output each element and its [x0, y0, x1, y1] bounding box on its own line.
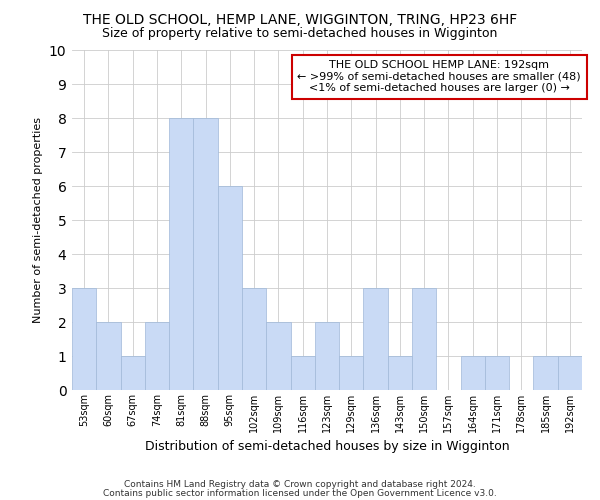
Text: THE OLD SCHOOL HEMP LANE: 192sqm
← >99% of semi-detached houses are smaller (48): THE OLD SCHOOL HEMP LANE: 192sqm ← >99% … — [298, 60, 581, 94]
Text: Contains public sector information licensed under the Open Government Licence v3: Contains public sector information licen… — [103, 489, 497, 498]
Bar — [96, 322, 121, 390]
Y-axis label: Number of semi-detached properties: Number of semi-detached properties — [33, 117, 43, 323]
Bar — [558, 356, 582, 390]
Bar — [193, 118, 218, 390]
Bar — [145, 322, 169, 390]
Bar — [72, 288, 96, 390]
Bar — [388, 356, 412, 390]
Text: Size of property relative to semi-detached houses in Wigginton: Size of property relative to semi-detach… — [103, 28, 497, 40]
Bar — [485, 356, 509, 390]
Bar — [364, 288, 388, 390]
Bar — [266, 322, 290, 390]
Bar — [533, 356, 558, 390]
Bar — [461, 356, 485, 390]
Bar — [169, 118, 193, 390]
Bar — [121, 356, 145, 390]
Bar — [339, 356, 364, 390]
Bar — [242, 288, 266, 390]
Text: THE OLD SCHOOL, HEMP LANE, WIGGINTON, TRING, HP23 6HF: THE OLD SCHOOL, HEMP LANE, WIGGINTON, TR… — [83, 12, 517, 26]
Bar — [412, 288, 436, 390]
Bar — [315, 322, 339, 390]
Bar — [290, 356, 315, 390]
Bar — [218, 186, 242, 390]
Text: Contains HM Land Registry data © Crown copyright and database right 2024.: Contains HM Land Registry data © Crown c… — [124, 480, 476, 489]
X-axis label: Distribution of semi-detached houses by size in Wigginton: Distribution of semi-detached houses by … — [145, 440, 509, 454]
